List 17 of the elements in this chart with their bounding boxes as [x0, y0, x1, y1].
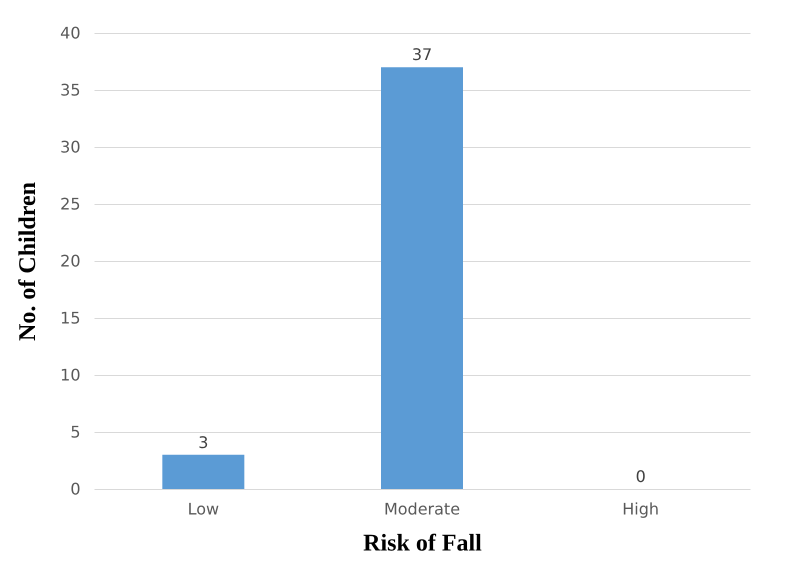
y-tick-label: 0	[70, 480, 80, 498]
data-label: 0	[636, 467, 646, 486]
y-tick-label: 10	[60, 366, 80, 384]
y-tick-label: 20	[60, 252, 80, 270]
y-axis-title: No. of Children	[15, 182, 42, 341]
y-tick-label: 15	[60, 308, 80, 328]
y-tick-label: 25	[60, 194, 80, 214]
x-tick-label: Moderate	[384, 500, 460, 518]
y-tick-label: 30	[60, 138, 80, 156]
x-axis-title: Risk of Fall	[363, 530, 482, 556]
y-tick-label: 40	[60, 24, 80, 42]
y-tick-label: 5	[70, 422, 80, 442]
y-tick-label: 35	[60, 80, 80, 100]
x-tick-label: High	[622, 500, 660, 518]
data-label: 3	[198, 432, 208, 452]
data-label: 37	[412, 45, 432, 64]
x-tick-label: Low	[188, 500, 220, 518]
